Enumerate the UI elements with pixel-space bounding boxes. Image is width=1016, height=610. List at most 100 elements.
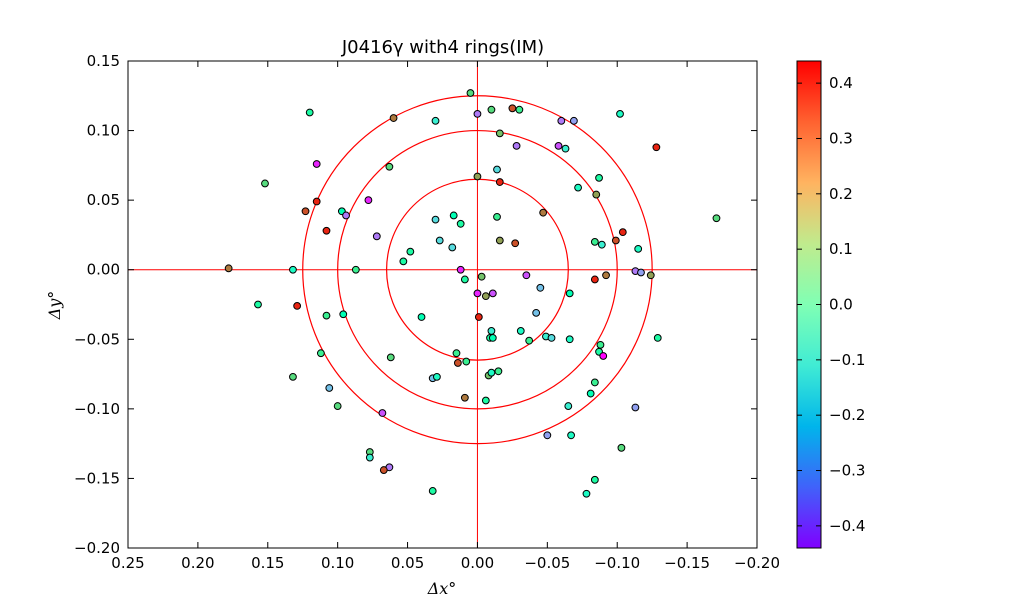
data-point — [637, 268, 645, 277]
rings — [302, 95, 653, 445]
data-point — [372, 232, 381, 241]
data-point — [473, 109, 482, 118]
y-tick-label: 0.00 — [87, 261, 120, 279]
data-point — [653, 333, 662, 342]
data-point — [574, 183, 582, 192]
data-point — [631, 403, 640, 412]
colorbar-tick-label: −0.2 — [829, 406, 865, 424]
data-point — [342, 211, 350, 220]
x-tick-label: 0.15 — [251, 554, 284, 572]
data-point — [618, 228, 627, 237]
colorbar-tick-label: 0.4 — [829, 74, 853, 92]
data-point — [385, 162, 394, 171]
y-axis-label: Δy° — [45, 291, 64, 321]
data-point — [634, 244, 643, 253]
data-point — [495, 178, 504, 186]
plot-frame — [127, 60, 758, 549]
data-point — [477, 272, 486, 281]
x-tick-label: 0.05 — [391, 554, 424, 572]
data-point — [488, 333, 497, 342]
data-point — [399, 257, 408, 266]
ring — [302, 95, 653, 445]
data-point — [487, 105, 496, 114]
x-axis-ticks: 0.25 0.20 0.15 0.10 0.05 0.00 −0.05 −0.10 −0.15 −… — [111, 61, 780, 572]
data-point — [378, 409, 387, 417]
data-point — [481, 396, 490, 405]
data-point — [481, 292, 490, 301]
data-point — [525, 336, 534, 345]
data-point — [449, 211, 458, 220]
data-point — [554, 141, 563, 150]
data-point — [595, 173, 603, 182]
data-point — [565, 289, 574, 298]
data-point — [516, 327, 525, 335]
data-point — [305, 108, 314, 117]
data-point — [616, 109, 624, 118]
data-point — [365, 453, 374, 462]
data-point — [462, 357, 471, 366]
data-point — [431, 116, 440, 125]
data-point — [511, 239, 520, 248]
data-point — [460, 393, 469, 402]
data-point — [547, 333, 556, 342]
x-tick-label: 0.25 — [111, 554, 144, 572]
data-point — [495, 129, 504, 138]
data-point — [466, 89, 475, 97]
y-axis-ticks: 0.15 0.10 0.05 0.00 −0.05 −0.10 −0.15 −0.20 — [74, 52, 757, 557]
data-point — [474, 313, 483, 321]
data-point — [493, 212, 501, 221]
data-point — [597, 240, 606, 249]
data-point — [322, 311, 331, 320]
data-point — [515, 105, 524, 114]
x-tick-label: −0.15 — [664, 554, 710, 572]
data-point — [596, 340, 605, 349]
data-point — [386, 353, 395, 362]
data-point — [712, 214, 721, 223]
colorbar-tick-label: −0.4 — [829, 517, 865, 535]
data-point — [590, 378, 599, 387]
data-point — [322, 226, 331, 235]
data-point — [456, 219, 465, 228]
data-point — [532, 308, 541, 317]
data-point — [652, 143, 661, 152]
data-points — [224, 89, 721, 498]
x-tick-label: −0.05 — [524, 554, 570, 572]
data-point — [417, 313, 426, 321]
y-tick-label: −0.20 — [74, 539, 120, 557]
y-tick-label: 0.10 — [87, 122, 120, 140]
y-tick-label: −0.10 — [74, 400, 120, 418]
data-point — [460, 275, 469, 284]
data-point — [569, 116, 578, 125]
data-point — [289, 265, 297, 274]
colorbar-ticks: 0.4 0.3 0.2 0.1 0.0 −0.1 −0.2 −0.3 −0.4 — [797, 74, 865, 535]
data-point — [456, 265, 465, 274]
data-point — [590, 475, 599, 484]
x-tick-label: 0.10 — [321, 554, 354, 572]
colorbar-tick-label: 0.3 — [829, 129, 853, 147]
data-point — [586, 389, 595, 398]
data-point — [508, 104, 517, 113]
data-point — [487, 368, 496, 377]
y-tick-label: 0.05 — [87, 191, 120, 209]
data-point — [224, 264, 233, 273]
x-tick-label: 0.00 — [461, 554, 494, 572]
data-point — [448, 243, 457, 252]
colorbar-tick-label: 0.2 — [829, 185, 853, 203]
data-point — [557, 116, 566, 125]
data-point — [582, 489, 591, 498]
data-point — [452, 349, 461, 358]
data-point — [389, 114, 398, 122]
colorbar-tick-label: −0.1 — [829, 351, 865, 369]
data-point — [428, 487, 437, 495]
data-point — [561, 144, 570, 153]
data-point — [493, 165, 501, 174]
data-point — [539, 208, 548, 217]
x-tick-label: −0.10 — [594, 554, 640, 572]
data-point — [312, 160, 321, 168]
data-point — [495, 236, 504, 245]
x-tick-label: 0.20 — [181, 554, 214, 572]
data-point — [473, 289, 482, 298]
data-point — [433, 372, 441, 381]
data-point — [565, 335, 574, 344]
